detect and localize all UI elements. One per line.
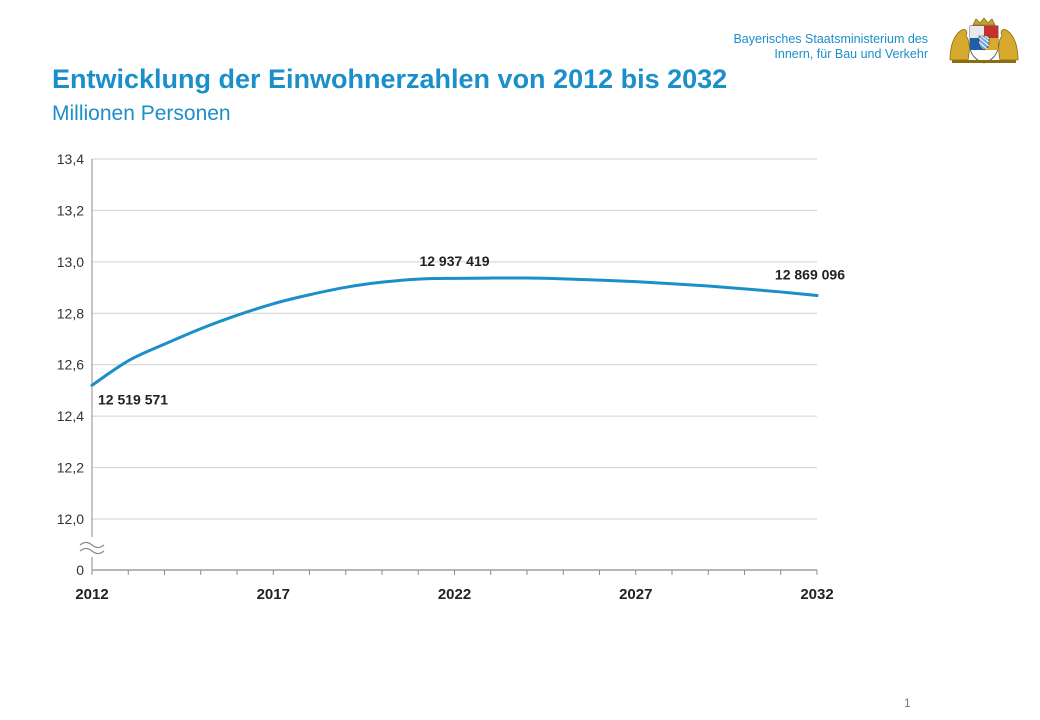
data-point: [634, 280, 637, 283]
data-point: [381, 281, 384, 284]
data-point: [816, 294, 819, 297]
axis-break-mark: [79, 541, 105, 549]
x-tick-label: 2022: [438, 586, 471, 603]
ministry-name: Bayerisches Staatsministerium des Innern…: [668, 32, 928, 62]
data-point: [779, 290, 782, 293]
chart-subtitle: Millionen Personen: [52, 102, 231, 125]
data-point: [489, 277, 492, 280]
y-tick-label: 12,4: [57, 408, 84, 424]
population-series-line: [90, 276, 819, 387]
data-point: [127, 359, 130, 362]
x-tick-label: 2017: [257, 586, 290, 603]
axis-break-mark: [79, 547, 105, 555]
y-tick-label: 13,2: [57, 202, 84, 218]
ministry-name-line-1: Bayerisches Staatsministerium des: [733, 32, 928, 46]
ministry-name-line-2: Innern, für Bau und Verkehr: [774, 47, 928, 61]
x-tick-label: 2027: [619, 586, 652, 603]
y-tick-label: 13,4: [57, 151, 84, 167]
data-point: [453, 277, 456, 280]
data-point: [163, 343, 166, 346]
y-tick-label: 12,6: [57, 357, 84, 373]
y-tick-label: 12,8: [57, 305, 84, 321]
y-tick-label: 12,0: [57, 511, 84, 527]
data-point: [598, 279, 601, 282]
data-label: 12 519 571: [98, 391, 168, 407]
data-point: [308, 293, 311, 296]
y-tick-label: 12,2: [57, 460, 84, 476]
chart-title: Entwicklung der Einwohnerzahlen von 2012…: [52, 64, 728, 94]
data-label: 12 937 419: [419, 253, 489, 269]
data-point: [743, 287, 746, 290]
data-point: [344, 286, 347, 289]
page-number: 1: [904, 696, 911, 710]
y-tick-label: 13,0: [57, 254, 84, 270]
data-point: [199, 327, 202, 330]
data-point: [272, 302, 275, 305]
data-point: [91, 384, 94, 387]
data-point: [707, 285, 710, 288]
y-tick-label: 0: [76, 562, 84, 578]
bavarian-coat-of-arms-icon: [949, 17, 1019, 64]
data-point: [236, 314, 239, 317]
data-label: 12 869 096: [775, 267, 845, 283]
x-tick-label: 2012: [75, 586, 108, 603]
data-point: [671, 282, 674, 285]
data-point: [562, 277, 565, 280]
data-point: [417, 278, 420, 281]
data-point: [526, 277, 529, 280]
x-tick-label: 2032: [800, 586, 833, 603]
